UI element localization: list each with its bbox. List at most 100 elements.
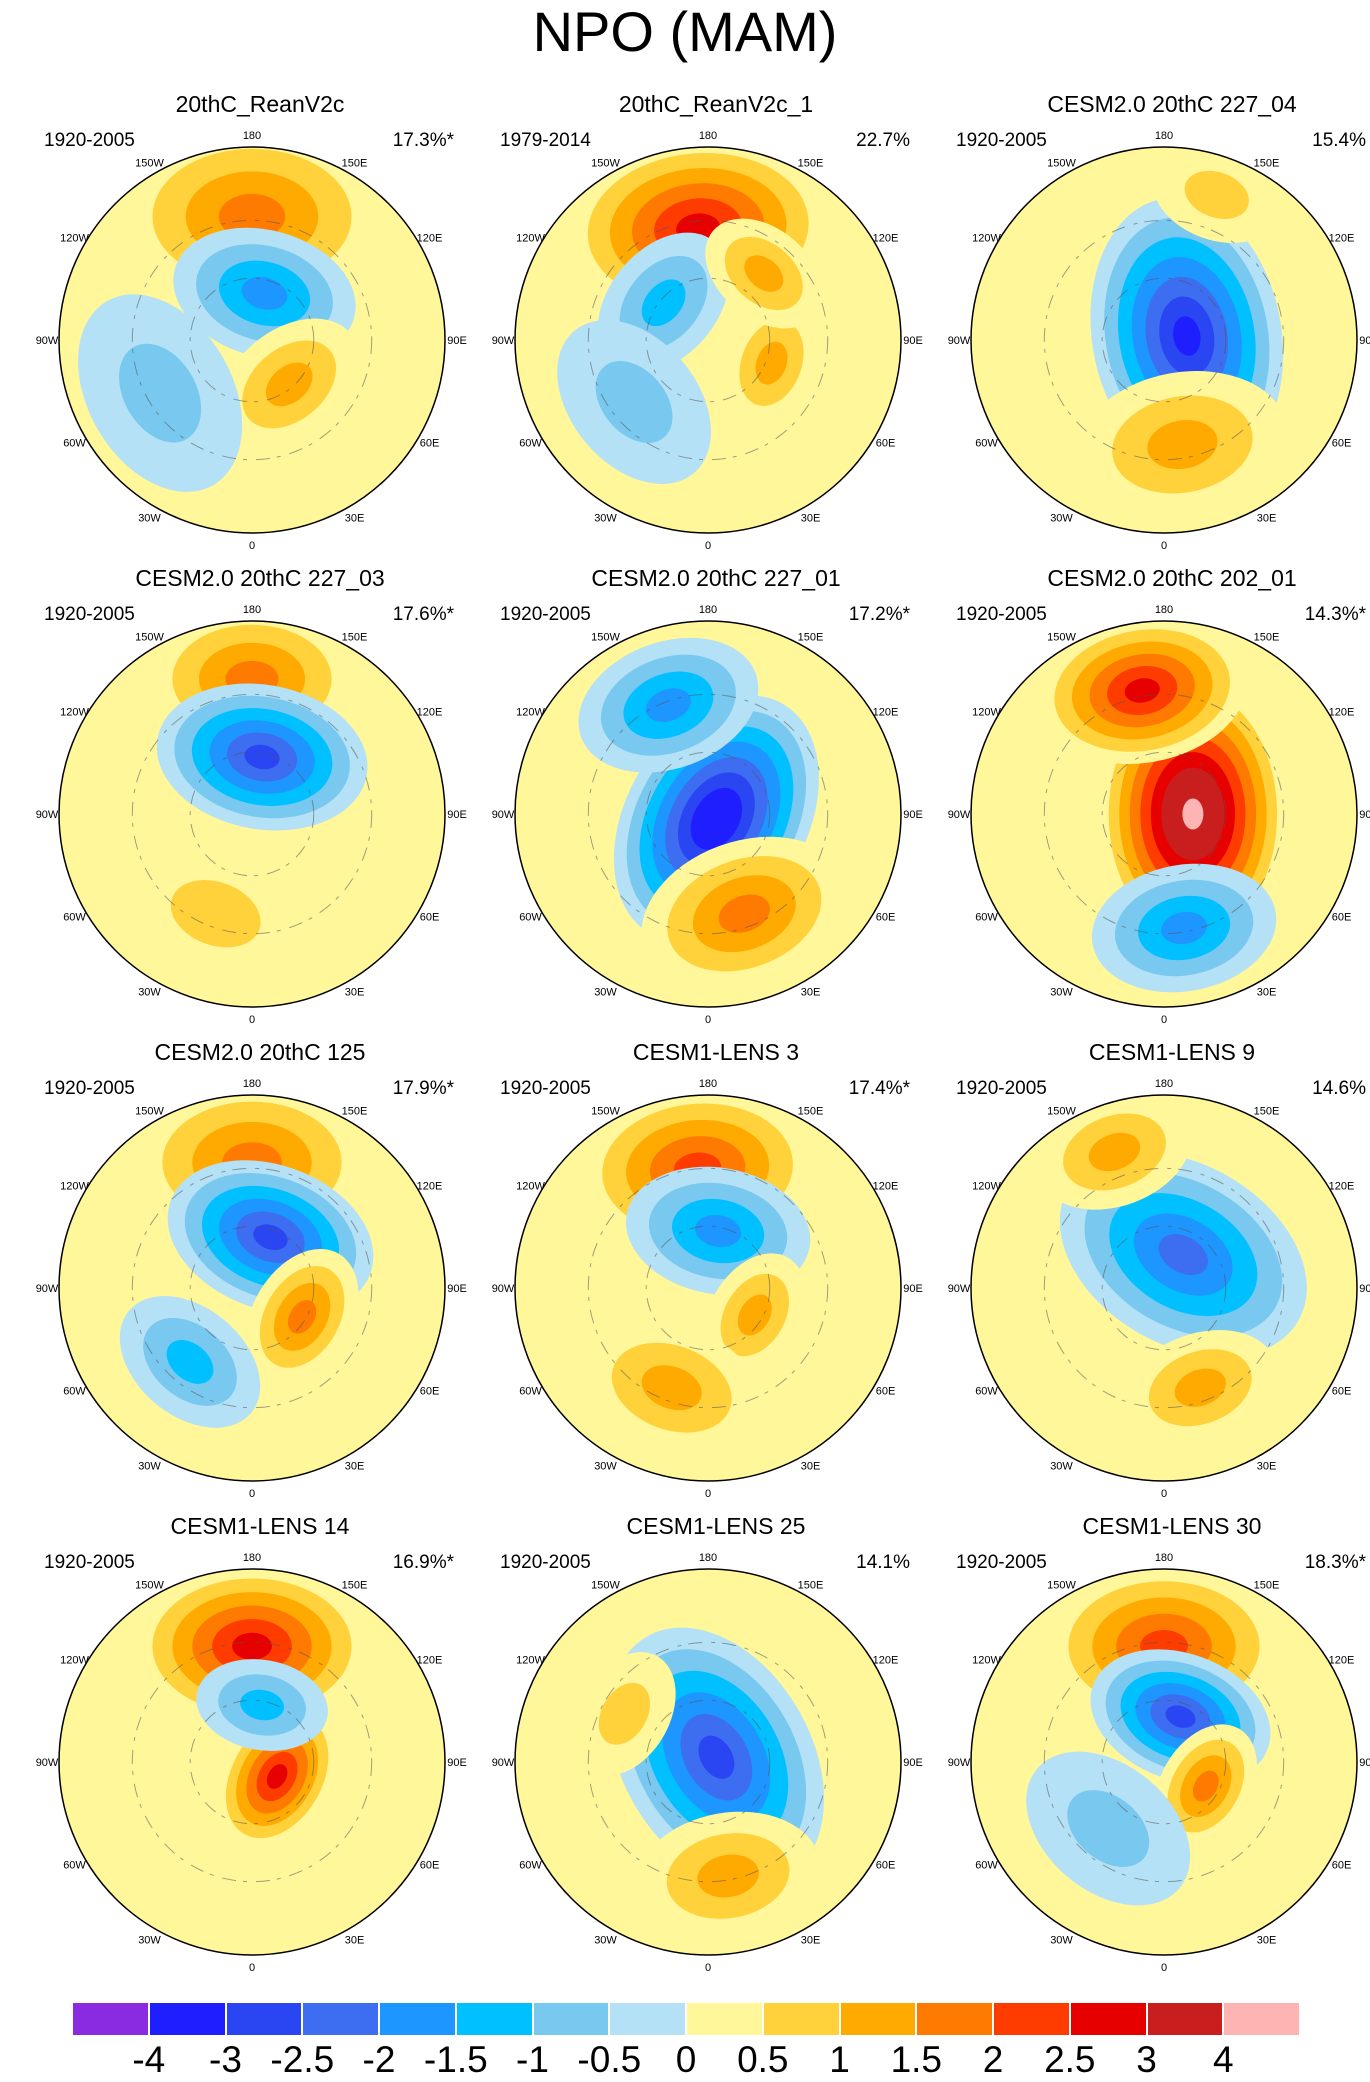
map-panel: CESM1-LENS 3 1920-2005 17.4%* 180 150W 150E 12… bbox=[492, 1038, 936, 1500]
colorbar-box bbox=[609, 2002, 687, 2036]
longitude-label: 150W bbox=[1047, 632, 1076, 644]
colorbar-label: 0.5 bbox=[737, 2039, 789, 2080]
longitude-label: 60E bbox=[420, 912, 440, 924]
map-boundary bbox=[970, 1094, 1358, 1482]
panel-variance: 17.4%* bbox=[848, 1078, 910, 1099]
longitude-label: 90W bbox=[948, 1757, 971, 1769]
colorbar-box bbox=[993, 2002, 1070, 2036]
contour-band bbox=[241, 276, 288, 310]
panel-variance: 16.9%* bbox=[392, 1552, 454, 1573]
longitude-label: 120E bbox=[417, 707, 443, 719]
longitude-label: 180 bbox=[699, 604, 717, 616]
map-boundary bbox=[514, 620, 902, 1008]
colorbar-box bbox=[839, 2002, 917, 2036]
longitude-label: 60E bbox=[1332, 438, 1352, 450]
contour-band bbox=[1124, 678, 1160, 703]
polar-map: 180 150W 150E 120W 120E 90W 90E 60W 60E 30W 30E 0 bbox=[492, 1552, 923, 1974]
contour-band bbox=[265, 362, 313, 407]
contour-band bbox=[1173, 316, 1201, 356]
colorbar-box bbox=[379, 2002, 456, 2036]
longitude-label: 150E bbox=[342, 158, 368, 170]
longitude-label: 150W bbox=[1047, 1580, 1076, 1592]
longitude-label: 120W bbox=[60, 1655, 89, 1667]
panel-variance: 17.9%* bbox=[392, 1078, 454, 1099]
longitude-label: 0 bbox=[249, 540, 255, 552]
longitude-label: 90W bbox=[492, 1283, 515, 1295]
longitude-label: 60E bbox=[1332, 1860, 1352, 1872]
colorbar-box bbox=[762, 2002, 840, 2036]
colorbar-label: 1 bbox=[829, 2039, 850, 2080]
longitude-label: 30W bbox=[138, 1461, 161, 1473]
longitude-label: 120E bbox=[873, 707, 899, 719]
longitude-label: 30W bbox=[594, 1935, 617, 1947]
longitude-label: 30W bbox=[1050, 1461, 1073, 1473]
panel-variance: 15.4% bbox=[1312, 130, 1366, 151]
longitude-label: 30W bbox=[138, 987, 161, 999]
polar-map: 180 150W 150E 120W 120E 90W 90E 60W 60E 30W 30E 0 bbox=[948, 1078, 1370, 1500]
coastline bbox=[645, 1225, 771, 1351]
figure-title: NPO (MAM) bbox=[532, 0, 838, 63]
panel-title: CESM1-LENS 9 bbox=[1088, 1039, 1256, 1065]
coastline bbox=[1101, 751, 1227, 877]
colorbar-box bbox=[1069, 2002, 1147, 2036]
panel-title: CESM2.0 20thC 227_04 bbox=[1047, 91, 1297, 117]
longitude-label: 0 bbox=[249, 1488, 255, 1500]
longitude-label: 120W bbox=[972, 233, 1001, 245]
coastline bbox=[1101, 1225, 1227, 1351]
longitude-label: 30W bbox=[1050, 513, 1073, 525]
panel-period: 1920-2005 bbox=[500, 604, 591, 625]
panel-period: 1920-2005 bbox=[956, 1078, 1047, 1099]
longitude-label: 60E bbox=[1332, 912, 1352, 924]
contour-band bbox=[244, 744, 280, 770]
contour-band bbox=[698, 1735, 735, 1779]
contour-band bbox=[253, 1224, 288, 1250]
coastline bbox=[587, 219, 829, 461]
longitude-label: 150W bbox=[135, 1580, 164, 1592]
map-boundary bbox=[970, 620, 1358, 1008]
coastline bbox=[1043, 1641, 1285, 1883]
longitude-label: 30W bbox=[1050, 1935, 1073, 1947]
longitude-label: 150E bbox=[342, 1580, 368, 1592]
longitude-label: 60W bbox=[63, 912, 86, 924]
contour-band bbox=[1192, 1770, 1219, 1802]
longitude-label: 30W bbox=[138, 513, 161, 525]
longitude-label: 180 bbox=[699, 1552, 717, 1564]
contour-band bbox=[1158, 1234, 1208, 1276]
coastline bbox=[1101, 1699, 1227, 1825]
longitude-label: 60E bbox=[420, 1860, 440, 1872]
panel-title: CESM2.0 20thC 227_03 bbox=[135, 565, 385, 591]
contour-band bbox=[288, 1299, 317, 1334]
longitude-label: 60W bbox=[975, 912, 998, 924]
longitude-label: 180 bbox=[1155, 1078, 1173, 1090]
longitude-label: 180 bbox=[1155, 1552, 1173, 1564]
longitude-label: 0 bbox=[249, 1014, 255, 1026]
longitude-label: 60W bbox=[63, 438, 86, 450]
longitude-label: 90W bbox=[948, 1283, 971, 1295]
contour-band bbox=[1147, 419, 1218, 470]
polar-map: 180 150W 150E 120W 120E 90W 90E 60W 60E 30W 30E 0 bbox=[36, 1552, 467, 1974]
contour-band bbox=[737, 1294, 772, 1336]
contour-band bbox=[240, 1689, 285, 1721]
longitude-label: 30W bbox=[1050, 987, 1073, 999]
longitude-label: 60W bbox=[975, 1386, 998, 1398]
coastline bbox=[587, 1641, 829, 1883]
longitude-label: 30E bbox=[801, 987, 821, 999]
longitude-label: 30E bbox=[1257, 987, 1277, 999]
longitude-label: 120W bbox=[516, 233, 545, 245]
contour-band bbox=[119, 343, 202, 443]
longitude-label: 0 bbox=[1161, 1962, 1167, 1974]
contour-band bbox=[641, 1365, 702, 1411]
longitude-label: 30E bbox=[1257, 1461, 1277, 1473]
contour-band bbox=[232, 1632, 272, 1660]
longitude-label: 30E bbox=[801, 1461, 821, 1473]
coastline bbox=[645, 277, 771, 403]
longitude-label: 90W bbox=[948, 335, 971, 347]
longitude-label: 90W bbox=[36, 1283, 59, 1295]
colorbar-label: -0.5 bbox=[577, 2039, 642, 2080]
polar-map: 180 150W 150E 120W 120E 90W 90E 60W 60E 30W 30E 0 bbox=[36, 1078, 467, 1500]
polar-map: 180 150W 150E 120W 120E 90W 90E 60W 60E 30W 30E 0 bbox=[948, 1552, 1370, 1974]
polar-map: 180 150W 150E 120W 120E 90W 90E 60W 60E 30W 30E 0 bbox=[948, 130, 1370, 552]
colorbar-label: -2 bbox=[362, 2039, 396, 2080]
coastline bbox=[189, 1225, 315, 1351]
